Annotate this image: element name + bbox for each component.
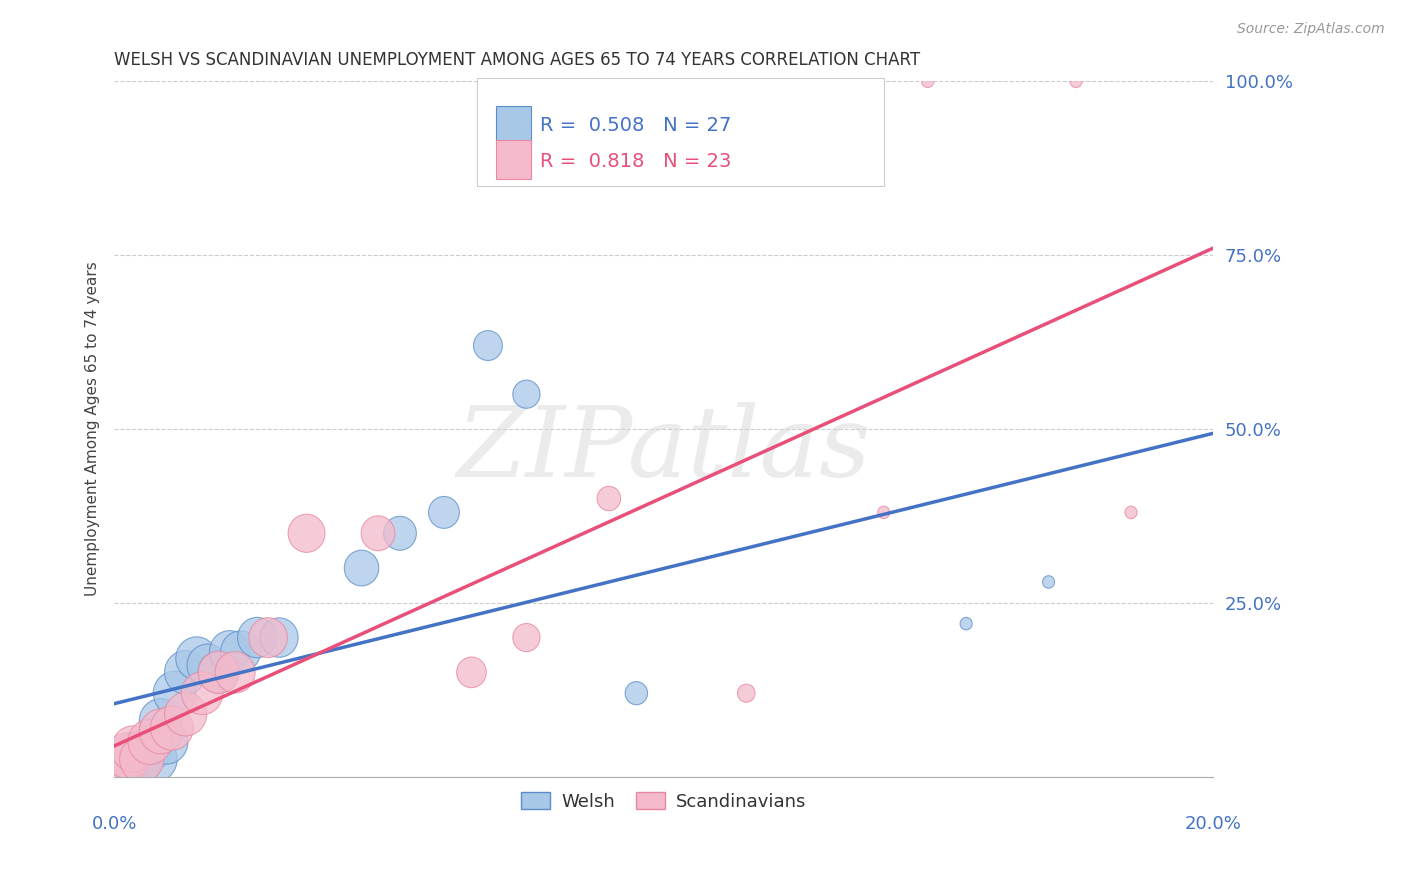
Ellipse shape [100, 743, 145, 789]
Ellipse shape [165, 650, 207, 694]
Ellipse shape [117, 739, 162, 786]
Ellipse shape [626, 681, 648, 705]
Ellipse shape [139, 709, 183, 754]
Ellipse shape [150, 706, 193, 750]
Ellipse shape [1070, 75, 1083, 87]
Ellipse shape [145, 720, 188, 764]
Text: 20.0%: 20.0% [1185, 815, 1241, 833]
Ellipse shape [1042, 575, 1054, 588]
Ellipse shape [361, 516, 395, 550]
Text: ZIPatlas: ZIPatlas [457, 402, 872, 498]
Text: 0.0%: 0.0% [91, 815, 136, 833]
FancyBboxPatch shape [496, 140, 531, 178]
Ellipse shape [738, 684, 755, 702]
Ellipse shape [221, 631, 260, 672]
Ellipse shape [474, 331, 502, 360]
Ellipse shape [921, 75, 934, 87]
FancyBboxPatch shape [477, 78, 884, 186]
Ellipse shape [134, 737, 177, 781]
Ellipse shape [111, 726, 156, 772]
Ellipse shape [128, 726, 172, 772]
Ellipse shape [165, 692, 207, 736]
Ellipse shape [94, 743, 139, 789]
Ellipse shape [260, 618, 298, 657]
Ellipse shape [238, 617, 277, 657]
Legend: Welsh, Scandinavians: Welsh, Scandinavians [512, 783, 815, 820]
Y-axis label: Unemployment Among Ages 65 to 74 years: Unemployment Among Ages 65 to 74 years [86, 261, 100, 597]
Ellipse shape [249, 617, 287, 657]
Ellipse shape [877, 506, 890, 518]
Ellipse shape [176, 637, 218, 680]
Ellipse shape [198, 651, 239, 693]
Ellipse shape [198, 651, 239, 693]
Text: R =  0.508   N = 27: R = 0.508 N = 27 [540, 116, 731, 135]
Ellipse shape [288, 514, 325, 552]
Ellipse shape [128, 719, 172, 764]
Ellipse shape [457, 657, 486, 688]
Ellipse shape [209, 631, 250, 673]
Ellipse shape [215, 652, 254, 693]
Text: R =  0.818   N = 23: R = 0.818 N = 23 [540, 152, 731, 170]
Ellipse shape [598, 486, 620, 511]
Ellipse shape [100, 739, 145, 786]
Text: Source: ZipAtlas.com: Source: ZipAtlas.com [1237, 22, 1385, 37]
Ellipse shape [429, 497, 460, 528]
Ellipse shape [384, 516, 416, 550]
Ellipse shape [513, 380, 540, 409]
Ellipse shape [139, 698, 183, 743]
Ellipse shape [105, 736, 150, 782]
Ellipse shape [105, 732, 150, 779]
Ellipse shape [344, 550, 378, 586]
Text: WELSH VS SCANDINAVIAN UNEMPLOYMENT AMONG AGES 65 TO 74 YEARS CORRELATION CHART: WELSH VS SCANDINAVIAN UNEMPLOYMENT AMONG… [114, 51, 921, 69]
Ellipse shape [94, 739, 139, 786]
FancyBboxPatch shape [496, 105, 531, 144]
Ellipse shape [181, 672, 224, 714]
Ellipse shape [122, 730, 166, 775]
Ellipse shape [153, 671, 195, 715]
Ellipse shape [111, 732, 156, 779]
Ellipse shape [513, 624, 540, 652]
Ellipse shape [120, 737, 163, 782]
Ellipse shape [960, 617, 972, 630]
Ellipse shape [187, 644, 228, 687]
Ellipse shape [1125, 506, 1137, 518]
